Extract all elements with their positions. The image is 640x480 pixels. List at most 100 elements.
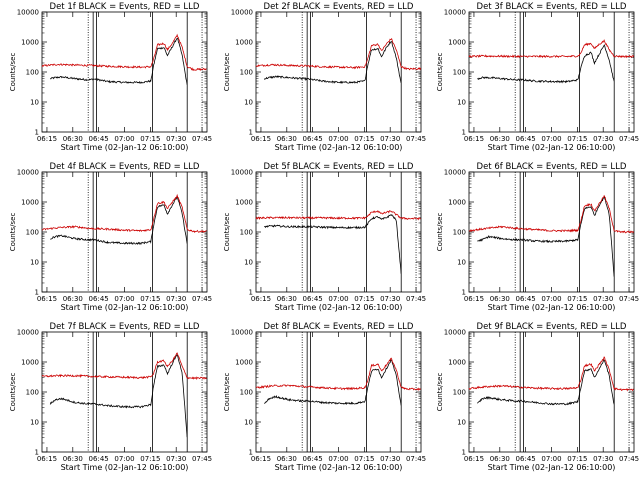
events-series-line bbox=[264, 213, 402, 274]
events-series-line bbox=[49, 37, 188, 85]
x-tick-label: 06:15 bbox=[464, 295, 484, 303]
x-tick-label: 07:45 bbox=[406, 295, 426, 303]
x-tick-label: 06:45 bbox=[303, 455, 323, 463]
lld-series-line bbox=[468, 356, 634, 392]
x-tick-label: 07:00 bbox=[541, 135, 561, 143]
x-tick-label: 06:45 bbox=[89, 295, 109, 303]
y-tick-label: 1 bbox=[462, 289, 466, 297]
y-tick-label: 1 bbox=[249, 449, 253, 457]
chart-title: Det 8f BLACK = Events, RED = LLD bbox=[264, 322, 414, 332]
x-tick-label: 07:45 bbox=[619, 295, 639, 303]
x-tick-label: 06:45 bbox=[303, 135, 323, 143]
lld-series-line bbox=[255, 357, 421, 392]
x-tick-label: 07:45 bbox=[406, 135, 426, 143]
chart-panel-4: Det 4f BLACK = Events, RED = LLD 1 10 100 10… bbox=[9, 162, 212, 312]
y-tick-label: 1 bbox=[35, 129, 39, 137]
x-tick-label: 07:30 bbox=[380, 295, 400, 303]
events-series-line bbox=[50, 194, 188, 246]
y-axis-label: Counts/sec bbox=[9, 213, 17, 252]
x-tick-label: 07:30 bbox=[380, 455, 400, 463]
x-tick-label: 07:30 bbox=[593, 455, 613, 463]
x-tick-label: 07:15 bbox=[354, 295, 374, 303]
x-tick-label: 06:15 bbox=[251, 295, 271, 303]
y-axis-label: Counts/sec bbox=[223, 53, 231, 92]
y-tick-label: 10000 bbox=[444, 9, 466, 17]
x-tick-label: 07:15 bbox=[567, 135, 587, 143]
x-tick-label: 06:45 bbox=[516, 295, 536, 303]
chart-panel-3: Det 3f BLACK = Events, RED = LLD 1 10 100 10… bbox=[436, 2, 639, 152]
y-tick-label: 1000 bbox=[448, 39, 466, 47]
y-tick-label: 1000 bbox=[235, 359, 253, 367]
x-tick-label: 07:45 bbox=[192, 455, 212, 463]
x-tick-label: 06:30 bbox=[63, 135, 83, 143]
lld-series-line bbox=[468, 39, 634, 59]
chart-panel-6: Det 6f BLACK = Events, RED = LLD 1 10 100 10… bbox=[436, 162, 639, 312]
chart-panel-7: Det 7f BLACK = Events, RED = LLD 1 10 100 10… bbox=[9, 322, 212, 472]
y-tick-label: 1000 bbox=[235, 199, 253, 207]
chart-title: Det 6f BLACK = Events, RED = LLD bbox=[477, 162, 627, 172]
x-tick-label: 07:15 bbox=[140, 455, 160, 463]
x-tick-label: 07:00 bbox=[328, 295, 348, 303]
plot-frame bbox=[255, 171, 422, 293]
events-series-line bbox=[477, 195, 615, 277]
x-tick-label: 07:00 bbox=[114, 135, 134, 143]
lld-series-line bbox=[41, 193, 207, 234]
x-axis-label: Start Time (02-Jan-12 06:10:00) bbox=[488, 143, 616, 152]
x-tick-label: 07:45 bbox=[192, 135, 212, 143]
y-tick-label: 10000 bbox=[231, 169, 253, 177]
x-tick-label: 07:30 bbox=[166, 135, 186, 143]
chart-panel-2: Det 2f BLACK = Events, RED = LLD 1 10 100 10… bbox=[223, 2, 426, 152]
x-tick-label: 06:45 bbox=[303, 295, 323, 303]
x-axis-label: Start Time (02-Jan-12 06:10:00) bbox=[61, 463, 189, 472]
plot-frame bbox=[468, 171, 635, 293]
y-axis-label: Counts/sec bbox=[9, 53, 17, 92]
y-tick-label: 10000 bbox=[17, 169, 39, 177]
plot-frame bbox=[41, 11, 208, 133]
x-tick-label: 06:15 bbox=[464, 455, 484, 463]
y-tick-label: 10 bbox=[30, 99, 39, 107]
x-tick-label: 07:30 bbox=[166, 295, 186, 303]
x-tick-label: 07:15 bbox=[567, 455, 587, 463]
y-tick-label: 100 bbox=[453, 229, 466, 237]
x-axis-label: Start Time (02-Jan-12 06:10:00) bbox=[61, 143, 189, 152]
x-tick-label: 07:45 bbox=[406, 455, 426, 463]
y-tick-label: 10000 bbox=[444, 169, 466, 177]
y-tick-label: 10 bbox=[30, 419, 39, 427]
y-tick-label: 100 bbox=[240, 389, 253, 397]
plot-frame bbox=[255, 331, 422, 453]
x-tick-label: 06:15 bbox=[37, 135, 57, 143]
y-tick-label: 10 bbox=[457, 419, 466, 427]
y-tick-label: 1000 bbox=[448, 199, 466, 207]
events-series-line bbox=[49, 354, 188, 438]
x-tick-label: 06:30 bbox=[490, 295, 510, 303]
x-tick-label: 06:30 bbox=[490, 135, 510, 143]
y-tick-label: 100 bbox=[26, 69, 39, 77]
y-tick-label: 100 bbox=[240, 229, 253, 237]
x-tick-label: 07:30 bbox=[380, 135, 400, 143]
x-tick-label: 06:30 bbox=[277, 295, 297, 303]
y-tick-label: 100 bbox=[26, 229, 39, 237]
y-tick-label: 1 bbox=[462, 129, 466, 137]
y-axis-label: Counts/sec bbox=[223, 213, 231, 252]
y-axis-label: Counts/sec bbox=[9, 373, 17, 412]
x-tick-label: 07:00 bbox=[541, 455, 561, 463]
x-tick-label: 06:15 bbox=[37, 295, 57, 303]
x-tick-label: 06:30 bbox=[277, 135, 297, 143]
x-tick-label: 06:30 bbox=[63, 295, 83, 303]
y-tick-label: 1 bbox=[35, 449, 39, 457]
chart-title: Det 3f BLACK = Events, RED = LLD bbox=[477, 2, 627, 12]
x-tick-label: 06:15 bbox=[251, 135, 271, 143]
lld-series-line bbox=[255, 37, 421, 71]
chart-panel-1: Det 1f BLACK = Events, RED = LLD 1 10 100 10… bbox=[9, 2, 212, 152]
x-tick-label: 06:45 bbox=[89, 455, 109, 463]
y-tick-label: 10000 bbox=[231, 329, 253, 337]
y-tick-label: 100 bbox=[240, 69, 253, 77]
y-tick-label: 1000 bbox=[235, 39, 253, 47]
x-axis-label: Start Time (02-Jan-12 06:10:00) bbox=[275, 303, 403, 312]
y-tick-label: 10 bbox=[457, 259, 466, 267]
events-series-line bbox=[476, 359, 615, 406]
plot-frame bbox=[468, 11, 635, 133]
y-tick-label: 1 bbox=[462, 449, 466, 457]
x-axis-label: Start Time (02-Jan-12 06:10:00) bbox=[488, 303, 616, 312]
